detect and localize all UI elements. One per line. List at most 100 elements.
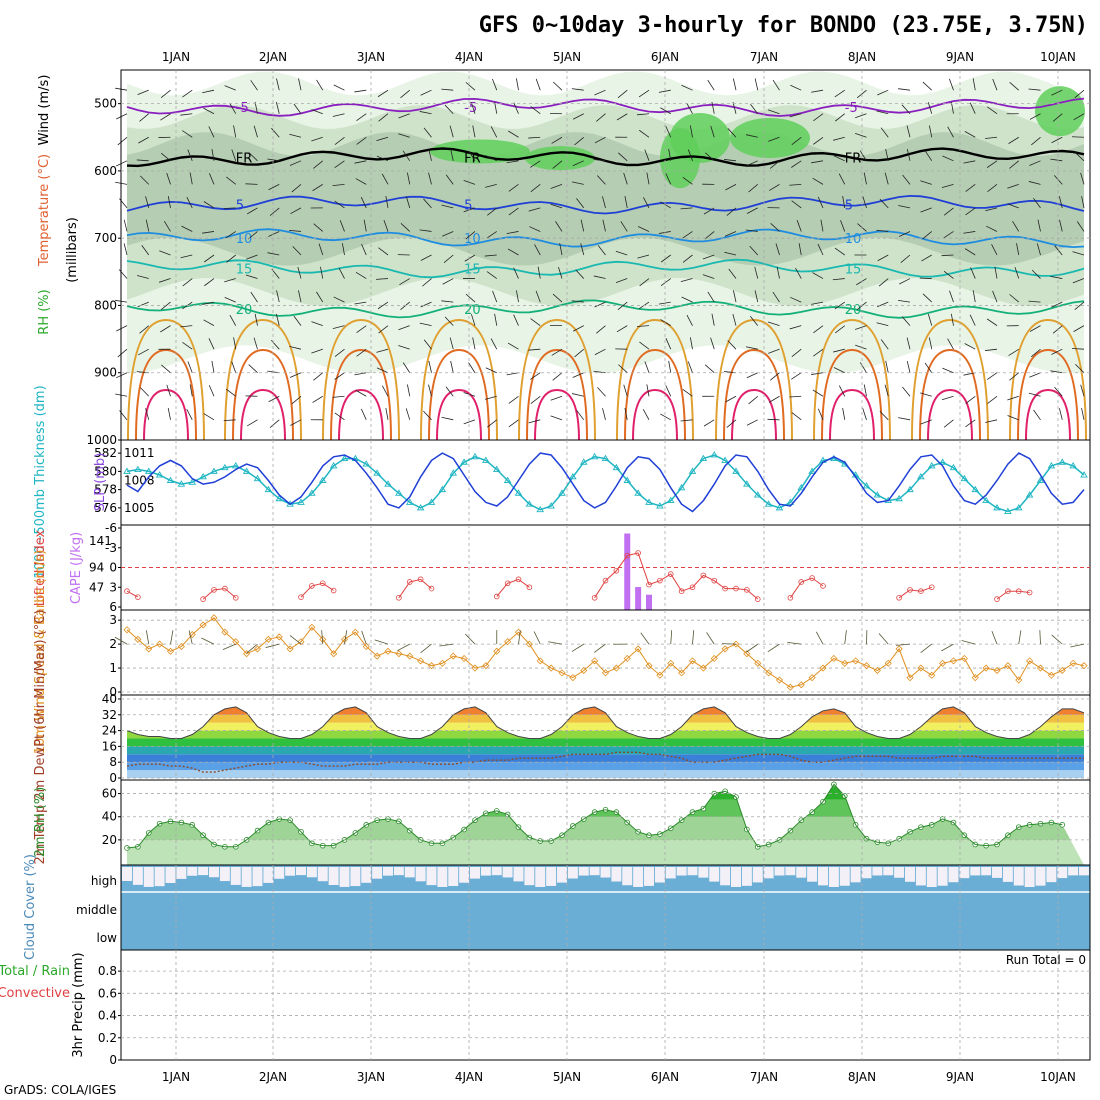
wind-barb [972,290,976,303]
wind-speed-marker [688,657,697,665]
wind-barb-10m [1039,630,1041,645]
wind-barb [333,84,345,91]
y-tick-label: 900 [94,366,117,380]
wind-barb [182,278,193,287]
y-tick-label: 0.2 [98,1031,117,1045]
side-axis-label: Cloud Cover (%) [23,854,38,960]
wind-barb [513,102,519,114]
thickness-marker [221,463,229,471]
wind-barb [965,184,976,192]
wind-barb [530,106,541,115]
wind-barb [920,180,932,185]
thickness-marker [123,467,131,474]
wind-barb-10m [721,643,737,645]
wind-barb [617,301,628,311]
high-cloud-gap [741,867,752,886]
wind-barb [405,408,411,420]
high-cloud-gap [132,867,143,885]
li-marker [700,572,707,579]
wind-barb [838,173,846,185]
wind-barb [428,384,432,397]
warm-contour [534,388,580,441]
wind-barb-10m [787,641,802,645]
temp-band [127,722,1084,731]
wind-barb-10m [321,630,324,645]
wind-barb [791,200,802,209]
warm-contour [927,388,973,441]
bottom-date-label: 6JAN [651,1070,679,1084]
wind-barb [223,207,236,209]
upper-air-panel: -5 -5 -5 FR FR FR 5 5 5 10 10 10 15 15 15 20 20 20 500 600 7… [86,69,1091,447]
wind-barb [399,278,410,286]
wind-barb [269,207,280,216]
wind-barb [901,104,911,114]
temp-band [121,701,1090,707]
wind-barb [682,254,693,263]
wind-speed-marker [830,654,838,663]
warm-contour [616,318,694,441]
wind-barb [290,419,302,426]
wind-barb [835,325,845,334]
li-marker [298,594,304,600]
high-cloud-gap [731,867,741,887]
bottom-date-label: 2JAN [259,1070,287,1084]
wind-barb [1059,408,1063,420]
wind-barb [530,318,541,326]
wind-barb [246,254,258,260]
li-marker [994,596,1000,602]
high-cloud-gap [785,867,796,876]
wind-barb [963,372,976,376]
wind-barb [1051,301,1063,308]
wind-barb [313,223,324,232]
high-cloud-gap [872,867,883,876]
wind-speed-marker [210,614,218,622]
thickness-marker [1069,462,1077,469]
wind-barb [428,360,432,373]
wind-barb [123,219,128,232]
wind-speed-marker [623,654,631,663]
wind-barb [383,220,389,232]
wind-barb [616,113,628,121]
wind-speed-line [126,617,1085,688]
wind-speed-marker [939,659,947,667]
wind-barb [950,313,954,326]
wind-speed-marker [732,640,740,648]
wind-speed-marker [906,674,914,682]
wind-barb [732,313,737,326]
high-cloud-gap [448,867,459,887]
y-tick-label: 40 [102,810,117,824]
wind-barb [767,109,780,115]
wind-barb [289,372,302,378]
y-tick-label: 1 [109,661,117,675]
wind-barb [1029,325,1041,332]
wind-barb [1072,251,1085,256]
dewpoint-line [126,751,1084,773]
high-cloud-gap [393,867,404,876]
top-date-label: 10JAN [1040,50,1076,64]
thickness-marker [721,456,729,463]
wind-barb [941,395,954,401]
li-marker [809,575,815,581]
thickness-marker [177,480,186,487]
bottom-date-label: 4JAN [455,1070,483,1084]
wind-barb [276,290,280,303]
wind-speed-marker [297,638,305,646]
wind-barb [444,104,454,115]
li-marker [754,596,761,602]
isotherm-label: 5 [464,199,472,214]
wind-barb [906,337,911,350]
wind-speed-marker [525,640,533,648]
wind-barb [445,386,454,397]
top-date-label: 8JAN [848,50,876,64]
wind-barb [225,231,236,239]
wind-speed-marker [232,638,240,646]
wind-speed-marker [275,633,283,641]
wind-barb [297,266,302,279]
wind-barb [834,247,845,256]
wind-barb [485,183,497,188]
wind-barb [137,275,149,279]
wind-barb [901,316,911,326]
wind-barb [859,362,867,373]
wind-barb [687,361,693,373]
wind-barb-10m [188,630,193,645]
